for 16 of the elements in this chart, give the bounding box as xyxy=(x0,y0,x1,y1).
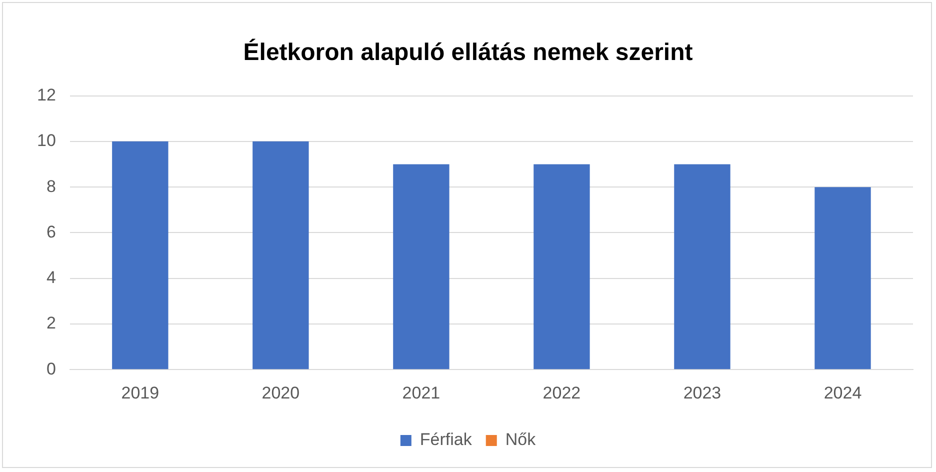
y-tick-label: 10 xyxy=(36,131,56,150)
y-tick-label: 4 xyxy=(46,268,56,288)
legend-label: Férfiak xyxy=(420,430,472,450)
y-tick-label: 2 xyxy=(46,314,56,333)
y-tick-label: 12 xyxy=(36,85,56,104)
y-tick-label: 6 xyxy=(46,222,56,242)
legend-label: Nők xyxy=(505,430,536,450)
x-tick-label: 2024 xyxy=(824,383,862,402)
y-tick-label: 8 xyxy=(46,176,56,196)
chart-title: Életkoron alapuló ellátás nemek szerint xyxy=(243,38,693,66)
x-tick-label: 2021 xyxy=(402,383,440,402)
x-tick-label: 2020 xyxy=(262,383,300,402)
x-tick-label: 2022 xyxy=(542,383,581,402)
x-tick-label: 2023 xyxy=(683,383,722,402)
y-tick-label: 0 xyxy=(46,359,56,378)
x-tick-label: 2019 xyxy=(121,383,160,402)
